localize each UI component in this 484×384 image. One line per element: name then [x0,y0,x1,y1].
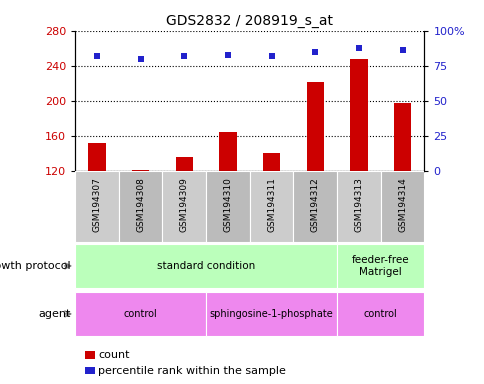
Bar [206,171,249,242]
Text: GSM194314: GSM194314 [397,178,406,232]
Text: GSM194310: GSM194310 [223,177,232,232]
Text: control: control [363,309,397,319]
Text: growth protocol: growth protocol [0,261,70,271]
Bar [336,292,424,336]
Bar [175,157,193,171]
Bar [219,132,236,171]
Bar [336,171,380,242]
Bar [262,153,280,171]
Text: GSM194312: GSM194312 [310,178,319,232]
Bar [132,170,149,171]
Bar [336,244,424,288]
Text: standard condition: standard condition [157,261,255,271]
Bar [162,171,206,242]
Bar [349,59,367,171]
Text: sphingosine-1-phosphate: sphingosine-1-phosphate [209,309,333,319]
Bar [249,171,293,242]
Text: agent: agent [38,309,70,319]
Text: percentile rank within the sample: percentile rank within the sample [98,366,286,376]
Text: GSM194313: GSM194313 [354,177,363,232]
Bar [293,171,336,242]
Bar [206,292,336,336]
Title: GDS2832 / 208919_s_at: GDS2832 / 208919_s_at [166,14,333,28]
Bar [306,81,323,171]
Bar [88,143,106,171]
Text: feeder-free
Matrigel: feeder-free Matrigel [351,255,408,277]
Bar [393,103,410,171]
Text: GSM194307: GSM194307 [92,177,101,232]
Text: control: control [123,309,157,319]
Bar [75,292,206,336]
Text: GSM194309: GSM194309 [180,177,188,232]
Text: count: count [98,350,130,360]
Bar [75,171,119,242]
Bar [119,171,162,242]
Bar [75,244,336,288]
Text: GSM194311: GSM194311 [267,177,275,232]
Bar [380,171,424,242]
Text: GSM194308: GSM194308 [136,177,145,232]
